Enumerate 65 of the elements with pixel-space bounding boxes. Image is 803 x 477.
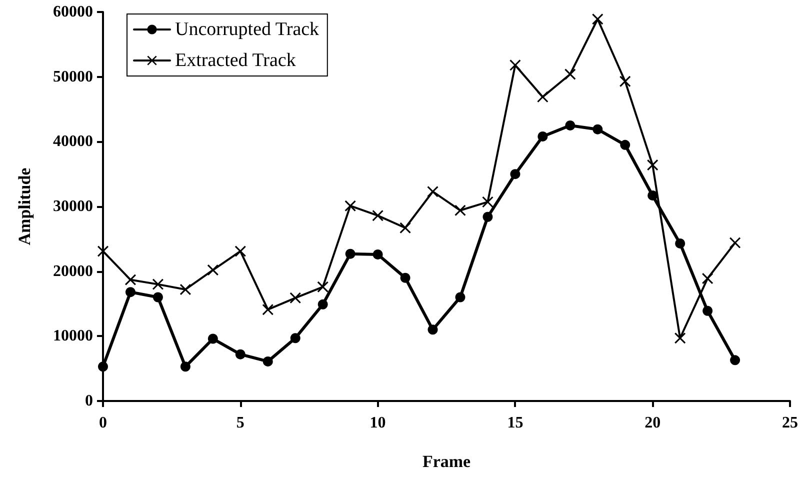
point — [730, 237, 741, 248]
point — [647, 160, 658, 171]
x-tick-label: 0 — [99, 414, 107, 432]
point — [674, 332, 686, 344]
x-axis-title: Frame — [422, 452, 472, 471]
point — [180, 362, 190, 372]
point — [290, 292, 301, 304]
x-tick-label: 20 — [644, 414, 661, 432]
x-tick-label: 15 — [507, 414, 524, 432]
point — [702, 306, 713, 316]
y-tick-label: 60000 — [53, 4, 93, 20]
point — [98, 362, 108, 372]
x-tick-label: 25 — [782, 414, 798, 432]
point — [235, 349, 246, 360]
point — [180, 284, 191, 295]
point — [98, 246, 108, 257]
point — [125, 287, 136, 298]
point — [290, 333, 300, 344]
point — [730, 355, 740, 366]
point — [454, 204, 466, 216]
y-tick-label: 50000 — [53, 68, 93, 86]
point — [702, 272, 714, 284]
point — [592, 124, 603, 134]
point — [262, 304, 274, 316]
x-tick-label: 10 — [370, 414, 386, 432]
point — [262, 356, 273, 366]
point — [648, 190, 658, 200]
legend-label: Uncorrupted Track — [175, 19, 320, 40]
point — [620, 76, 631, 87]
y-tick-label: 30000 — [53, 198, 93, 215]
point — [400, 272, 410, 283]
point — [428, 324, 438, 335]
point — [124, 274, 136, 286]
y-tick-label: 10000 — [53, 328, 93, 345]
point — [372, 249, 383, 260]
point — [538, 131, 548, 142]
point — [345, 248, 356, 259]
point — [510, 60, 521, 71]
point — [152, 278, 164, 290]
point — [234, 246, 246, 257]
point — [317, 281, 328, 292]
y-tick-label: 0 — [85, 392, 93, 410]
point — [208, 334, 218, 344]
point — [537, 91, 548, 102]
y-tick-label: 20000 — [53, 262, 93, 280]
point — [400, 222, 411, 234]
point — [482, 196, 494, 208]
point — [482, 212, 493, 222]
point — [675, 238, 686, 248]
point — [510, 169, 520, 180]
point — [427, 186, 438, 198]
point — [344, 200, 356, 212]
x-tick-label: 5 — [236, 414, 244, 432]
point — [455, 292, 466, 302]
point — [372, 210, 384, 222]
point — [620, 140, 630, 150]
point — [592, 14, 604, 25]
point — [564, 68, 576, 80]
y-axis-title: Amplitude — [15, 167, 34, 246]
legend-label: Extracted Track — [175, 50, 296, 71]
point — [207, 264, 218, 276]
point — [565, 120, 576, 130]
y-tick-label: 40000 — [53, 133, 93, 150]
point — [318, 299, 328, 310]
point — [152, 292, 163, 302]
